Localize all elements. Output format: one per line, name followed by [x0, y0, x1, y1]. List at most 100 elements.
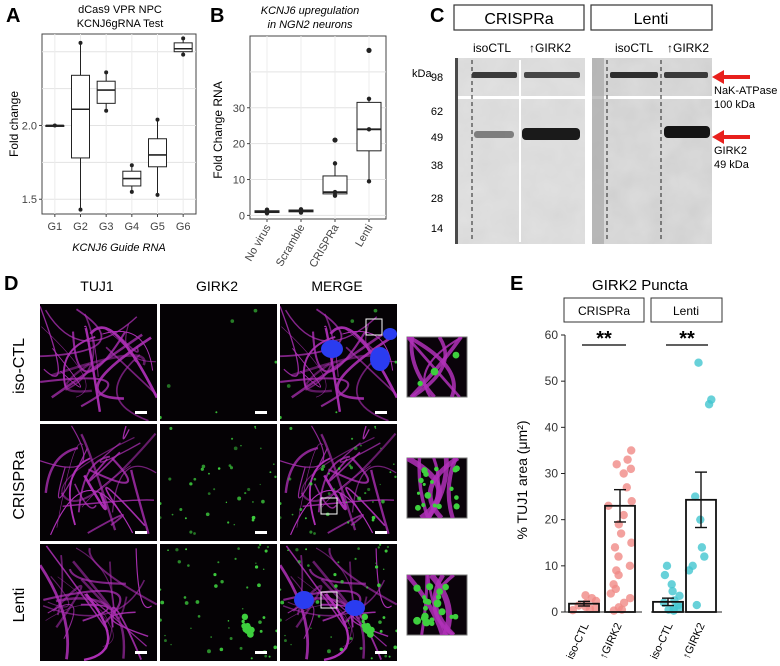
girk2-punctum — [193, 477, 197, 481]
neurite — [292, 348, 321, 388]
panel-letter-a: A — [6, 5, 20, 27]
girk2-punctum — [350, 319, 355, 323]
girk2-punctum — [424, 491, 432, 499]
scale-bar — [375, 651, 387, 654]
girk2-punctum — [229, 637, 233, 640]
girk2-punctum — [389, 471, 392, 474]
band2-size: 49 kDa — [714, 159, 750, 171]
data-point-Lenti-↑GIRK2 — [684, 566, 694, 575]
girk2-punctum — [453, 503, 460, 510]
y-tick-label: 0 — [239, 210, 245, 222]
girk2-punctum — [215, 411, 218, 414]
box-G3 — [96, 80, 116, 104]
band-nak-crispra-isoctl — [472, 72, 517, 78]
girk2-punctum — [310, 627, 312, 630]
scale-bar — [375, 531, 387, 534]
data-point-CRISPRa-↑GIRK2 — [614, 552, 623, 561]
neurite — [52, 348, 81, 388]
girk2-punctum — [284, 634, 286, 637]
girk2-cluster — [361, 613, 369, 621]
lane-label-girk2-lenti: ↑GIRK2 — [667, 41, 709, 55]
girk2-punctum — [257, 583, 261, 588]
girk2-punctum — [333, 488, 336, 491]
girk2-punctum — [330, 636, 332, 638]
panel-b-title-line2: in NGN2 neurons — [268, 19, 353, 31]
data-point-CRISPRa-↑GIRK2 — [619, 469, 628, 478]
girk2-punctum — [379, 629, 383, 633]
girk2-punctum — [378, 620, 382, 624]
girk2-punctum — [413, 616, 422, 625]
neurite — [55, 597, 126, 659]
x-tick-label-G6: G6 — [176, 221, 191, 233]
girk2-punctum — [237, 496, 242, 501]
girk2-punctum — [207, 492, 211, 496]
data-point-CRISPRa-↑GIRK2 — [611, 584, 620, 594]
nucleus — [294, 591, 314, 609]
micrograph-background — [160, 424, 277, 541]
neurite — [80, 433, 117, 531]
girk2-punctum — [364, 491, 367, 495]
neurite — [301, 436, 375, 497]
panel-a-title-line2: KCNJ6gRNA Test — [77, 18, 164, 30]
girk2-punctum — [258, 620, 262, 624]
girk2-punctum — [433, 599, 442, 608]
girk2-punctum — [275, 629, 277, 633]
data-point-Lenti-↑GIRK2 — [704, 400, 714, 409]
girk2-punctum — [189, 530, 193, 534]
girk2-punctum — [353, 523, 356, 526]
inset-content — [407, 337, 463, 397]
girk2-punctum — [307, 564, 310, 567]
panel-letter-e: E — [510, 273, 523, 295]
inset-content — [407, 575, 459, 635]
girk2-cluster — [248, 626, 255, 634]
girk2-punctum — [177, 560, 181, 564]
column-header-merge: MERGE — [311, 278, 362, 294]
girk2-punctum — [436, 503, 442, 510]
girk2-punctum — [309, 530, 313, 534]
girk2-punctum — [205, 512, 210, 517]
girk2-punctum — [280, 502, 282, 505]
girk2-punctum — [382, 568, 385, 571]
marker-49: 49 — [431, 132, 443, 144]
data-point-CRISPRa-↑GIRK2 — [623, 455, 632, 464]
girk2-punctum — [327, 492, 331, 496]
girk2-punctum — [164, 639, 167, 643]
girk2-punctum — [220, 580, 224, 584]
micrograph-content — [160, 544, 277, 660]
point-G3 — [104, 70, 109, 75]
girk2-punctum — [230, 437, 234, 440]
girk2-punctum — [371, 515, 376, 520]
girk2-punctum — [334, 584, 338, 588]
marker-14: 14 — [431, 223, 443, 235]
girk2-punctum — [280, 600, 285, 605]
y-tick-label: 30 — [233, 103, 245, 115]
girk2-punctum — [288, 477, 292, 481]
neurite — [345, 486, 386, 527]
micrograph-r2-c3 — [280, 424, 397, 541]
neurite — [427, 458, 460, 518]
micrograph-r2-c1 — [40, 424, 157, 541]
blot-membrane-lenti — [592, 58, 712, 244]
neurite — [297, 576, 354, 647]
neurite — [290, 490, 374, 536]
girk2-punctum — [429, 617, 435, 623]
neurite — [68, 457, 91, 526]
girk2-punctum — [381, 499, 385, 504]
girk2-punctum — [421, 502, 426, 508]
micrograph-content — [280, 425, 397, 536]
neurite — [323, 474, 347, 511]
point-G5 — [155, 192, 160, 197]
girk2-punctum — [250, 657, 253, 660]
girk2-punctum — [160, 516, 162, 520]
girk2-punctum — [382, 616, 386, 619]
roi-box — [320, 497, 338, 515]
xlabel-girk2-crispra: ↑GIRK2 — [598, 621, 625, 661]
micrograph-content — [40, 425, 157, 536]
x-tick-label-G5: G5 — [150, 221, 165, 233]
neurite — [40, 564, 70, 660]
neurite — [328, 457, 370, 484]
neurite — [284, 309, 378, 342]
girk2-punctum — [207, 649, 211, 654]
girk2-punctum — [217, 467, 221, 470]
neurite — [77, 455, 111, 513]
